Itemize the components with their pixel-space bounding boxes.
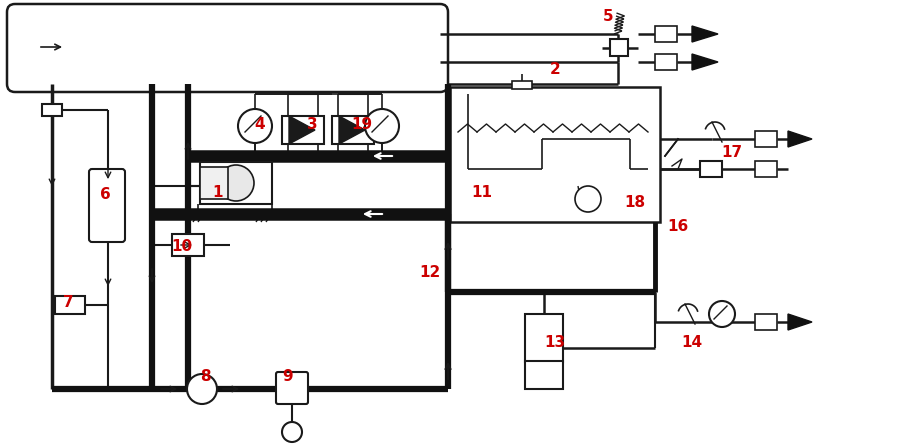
Bar <box>755 314 777 330</box>
Bar <box>525 314 563 362</box>
Bar <box>450 87 660 222</box>
Bar <box>200 167 228 199</box>
Bar <box>282 116 324 144</box>
Circle shape <box>238 109 272 143</box>
Text: 3: 3 <box>307 116 318 131</box>
Bar <box>512 81 532 89</box>
Text: 5: 5 <box>603 8 613 24</box>
Text: 4: 4 <box>255 116 266 131</box>
Bar <box>332 116 374 144</box>
Bar <box>610 39 628 56</box>
Text: 9: 9 <box>283 369 293 384</box>
Text: 17: 17 <box>722 144 742 159</box>
FancyBboxPatch shape <box>89 169 125 242</box>
Text: 2: 2 <box>550 62 561 76</box>
Text: 11: 11 <box>472 185 492 199</box>
Text: 8: 8 <box>200 369 211 384</box>
Bar <box>525 361 563 389</box>
Bar <box>55 296 85 314</box>
FancyBboxPatch shape <box>7 4 448 92</box>
Polygon shape <box>289 116 315 144</box>
Circle shape <box>365 109 399 143</box>
Text: 18: 18 <box>625 194 645 210</box>
Text: 14: 14 <box>681 334 703 349</box>
Text: 13: 13 <box>544 334 565 349</box>
Polygon shape <box>788 131 812 147</box>
Text: 10: 10 <box>171 238 193 254</box>
Bar <box>755 131 777 147</box>
Bar <box>700 161 722 177</box>
Text: 1: 1 <box>212 185 223 199</box>
Circle shape <box>282 422 302 442</box>
Text: 7: 7 <box>63 294 73 309</box>
Bar <box>655 26 677 42</box>
Circle shape <box>709 301 735 327</box>
Bar <box>42 104 62 116</box>
Circle shape <box>187 374 217 404</box>
Polygon shape <box>692 26 718 42</box>
Bar <box>172 234 204 256</box>
Circle shape <box>575 186 601 212</box>
Polygon shape <box>692 54 718 70</box>
Polygon shape <box>339 116 365 144</box>
Bar <box>755 161 777 177</box>
Text: 12: 12 <box>419 265 441 280</box>
FancyBboxPatch shape <box>276 372 308 404</box>
Polygon shape <box>788 314 812 330</box>
Text: 6: 6 <box>100 186 111 202</box>
Text: 19: 19 <box>351 116 373 131</box>
Circle shape <box>218 165 254 201</box>
Bar <box>200 162 272 204</box>
Bar <box>655 54 677 70</box>
Text: 16: 16 <box>668 218 688 234</box>
